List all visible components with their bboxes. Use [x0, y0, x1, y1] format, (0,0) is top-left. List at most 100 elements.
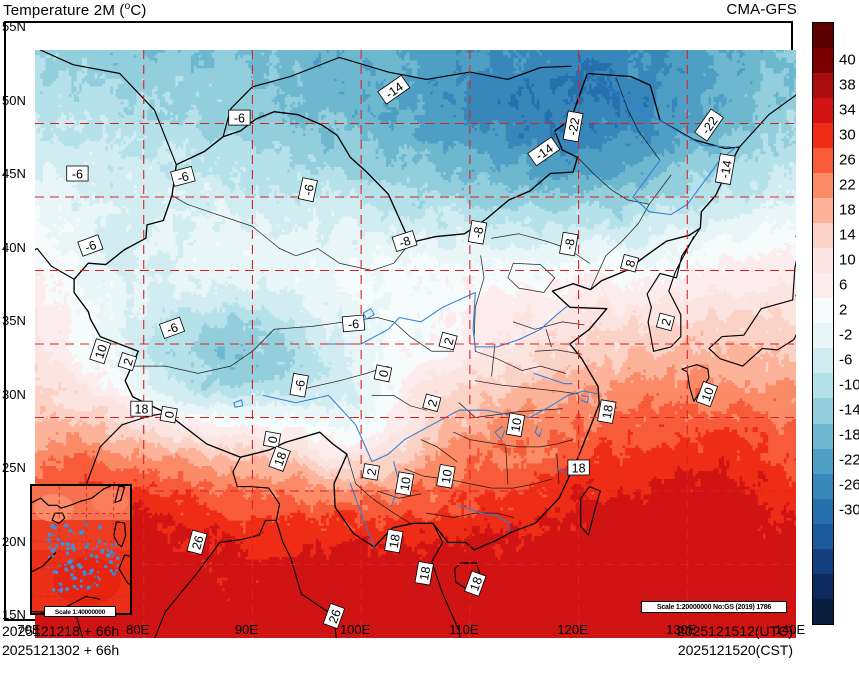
- contour-label: -6: [228, 109, 251, 126]
- x-axis-label: 120E: [557, 622, 588, 637]
- footer-init-cst: 2025121302 + 66h: [2, 642, 120, 658]
- y-axis-label: 20N: [2, 533, 26, 549]
- x-axis-label: 100E: [339, 622, 371, 637]
- colorbar-segment: [813, 323, 833, 349]
- temperature-field: -14-22-14-22-14-6-6 -6-6-6-8-8 -8-6 -6-6220…: [35, 50, 796, 638]
- x-axis-label: 140E: [774, 622, 806, 637]
- colorbar-segment: [813, 373, 833, 399]
- y-axis-label: 25N: [2, 460, 26, 475]
- colorbar-segment: [813, 198, 833, 224]
- colorbar-tick-label: 38: [839, 76, 856, 94]
- colorbar-segment: [813, 73, 833, 99]
- colorbar-segment: [813, 173, 833, 199]
- contour-label: 0: [262, 430, 282, 449]
- colorbar-tick-label: 14: [839, 226, 856, 244]
- colorbar-segment: [813, 498, 833, 524]
- colorbar-segment: [813, 98, 833, 124]
- y-axis-label: 45N: [2, 166, 26, 181]
- colorbar-tick-label: 2: [839, 301, 848, 319]
- model-label: CMA-GFS: [726, 1, 797, 18]
- colorbar-segment: [813, 348, 833, 374]
- page-title-unit: C): [130, 2, 147, 19]
- x-axis-label: 90E: [234, 622, 258, 637]
- colorbar-tick-label: 10: [839, 251, 856, 269]
- colorbar-tick-label: 26: [839, 151, 856, 169]
- contour-label: 18: [597, 399, 617, 424]
- contour-label: 10: [436, 463, 456, 489]
- colorbar-tick-label: 30: [839, 126, 856, 144]
- contour-label: -8: [467, 219, 488, 245]
- contour-label: 10: [394, 471, 415, 497]
- contour-label: 10: [505, 412, 526, 438]
- colorbar-tick-label: 40: [839, 51, 856, 69]
- contour-label: -8: [391, 230, 418, 253]
- map-plot-area[interactable]: -14 -22 -14 -22 -14 -6 -6 -6 -6 -6 -8 -8 -8 -6 -6 -6 2 2 0…: [35, 50, 796, 638]
- colorbar-tick-label: -10: [839, 376, 859, 394]
- footer-init-utc: 2025121218 + 66h: [2, 623, 120, 639]
- colorbar[interactable]: [812, 22, 834, 625]
- contour-label: 2: [361, 463, 380, 481]
- colorbar-segment: [813, 223, 833, 249]
- colorbar-segment: [813, 598, 833, 624]
- colorbar-tick-label: 18: [839, 201, 856, 219]
- colorbar-tick-label: 22: [839, 176, 856, 194]
- colorbar-segment: [813, 123, 833, 149]
- x-axis-label: 110E: [449, 622, 479, 637]
- colorbar-tick-label: -2: [839, 326, 853, 344]
- colorbar-segment: [813, 248, 833, 274]
- contour-label: 2: [438, 331, 458, 351]
- contour-label: 18: [130, 400, 153, 417]
- colorbar-tick-label: -26: [839, 476, 859, 494]
- colorbar-segment: [813, 448, 833, 474]
- page-title: Temperature 2M (oC): [3, 1, 147, 19]
- colorbar-segment: [813, 298, 833, 324]
- temperature-raster: [35, 50, 796, 638]
- y-axis-label: 30N: [2, 386, 26, 402]
- contour-label: -6: [66, 165, 89, 182]
- page-title-text: Temperature 2M (: [3, 2, 125, 19]
- colorbar-segment: [813, 573, 833, 599]
- colorbar-tick-label: -22: [839, 451, 859, 469]
- footer-valid-utc: 2025121512(UTC): [677, 623, 793, 639]
- contour-label: 10: [89, 338, 112, 365]
- contour-label: -22: [562, 110, 584, 143]
- contour-label: 2: [655, 312, 676, 332]
- contour-label: 18: [384, 528, 404, 554]
- colorbar-tick-label: 34: [839, 101, 856, 119]
- contour-label: 26: [186, 529, 208, 556]
- y-axis-label: 35N: [2, 313, 26, 328]
- colorbar-segment: [813, 473, 833, 499]
- x-axis-label: 130E: [666, 622, 697, 637]
- y-axis-label: 15N: [2, 607, 26, 622]
- colorbar-segment: [813, 398, 833, 424]
- contour-label: -8: [559, 231, 579, 257]
- contour-label: -6: [289, 372, 309, 398]
- contour-label: 26: [322, 602, 346, 630]
- contour-label: -6: [77, 234, 104, 257]
- contour-label: -14: [714, 153, 736, 185]
- colorbar-segment: [813, 23, 833, 49]
- inset-scale-label: Scale 1:40000000: [44, 606, 116, 617]
- contour-label: 18: [567, 459, 590, 476]
- contour-label: 2: [117, 352, 138, 372]
- degree-symbol: o: [124, 1, 131, 12]
- colorbar-tick-label: -18: [839, 426, 859, 444]
- colorbar-segment: [813, 523, 833, 549]
- y-axis-label: 40N: [2, 239, 26, 255]
- colorbar-segment: [813, 423, 833, 449]
- contour-label: 8: [620, 253, 640, 273]
- contour-label: 0: [159, 405, 178, 424]
- x-axis-label: 80E: [126, 622, 150, 637]
- footer-valid-cst: 2025121520(CST): [677, 642, 793, 658]
- south-china-sea-inset: [30, 484, 132, 615]
- colorbar-segment: [813, 273, 833, 299]
- contour-label: 10: [695, 380, 719, 408]
- map-frame: -14 -22 -14 -22 -14 -6 -6 -6 -6 -6 -8 -8 -8 -6 -6 -6 2 2 0…: [4, 21, 796, 638]
- colorbar-segment: [813, 548, 833, 574]
- colorbar-tick-label: -30: [839, 501, 859, 519]
- x-axis-label: 70E: [17, 622, 41, 637]
- colorbar-segment: [813, 148, 833, 174]
- contour-label: 2: [422, 393, 442, 413]
- colorbar-tick-label: -14: [839, 401, 859, 419]
